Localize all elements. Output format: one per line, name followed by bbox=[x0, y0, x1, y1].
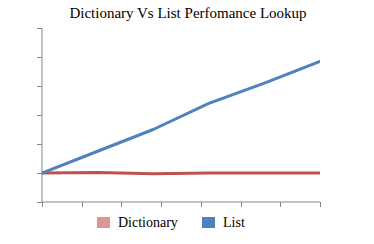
y-tick bbox=[37, 115, 42, 116]
series-line bbox=[42, 61, 320, 173]
x-tick bbox=[82, 202, 83, 207]
y-tick bbox=[37, 86, 42, 87]
title: Dictionary Vs List Perfomance Lookup bbox=[69, 5, 306, 21]
legend-label: List bbox=[223, 215, 245, 230]
x-tick bbox=[320, 202, 321, 207]
chart: Dictionary Vs List Perfomance Lookup Dict… bbox=[0, 0, 374, 244]
y-tick bbox=[37, 173, 42, 174]
plot-area bbox=[42, 61, 320, 174]
y-tick bbox=[37, 202, 42, 203]
legend-swatch bbox=[97, 217, 110, 228]
x-tick bbox=[241, 202, 242, 207]
legend: Dictionary List bbox=[97, 215, 245, 230]
chart-root: Dictionary Vs List Perfomance Lookup Dict… bbox=[0, 0, 374, 244]
y-tick bbox=[37, 28, 42, 29]
x-tick bbox=[201, 202, 202, 207]
x-tick bbox=[161, 202, 162, 207]
series-line bbox=[42, 172, 320, 173]
legend-swatch bbox=[202, 217, 215, 228]
x-axis bbox=[42, 202, 320, 203]
x-tick bbox=[280, 202, 281, 207]
y-tick bbox=[37, 57, 42, 58]
y-tick bbox=[37, 144, 42, 145]
x-tick bbox=[42, 202, 43, 207]
x-tick bbox=[121, 202, 122, 207]
legend-label: Dictionary bbox=[118, 215, 178, 230]
